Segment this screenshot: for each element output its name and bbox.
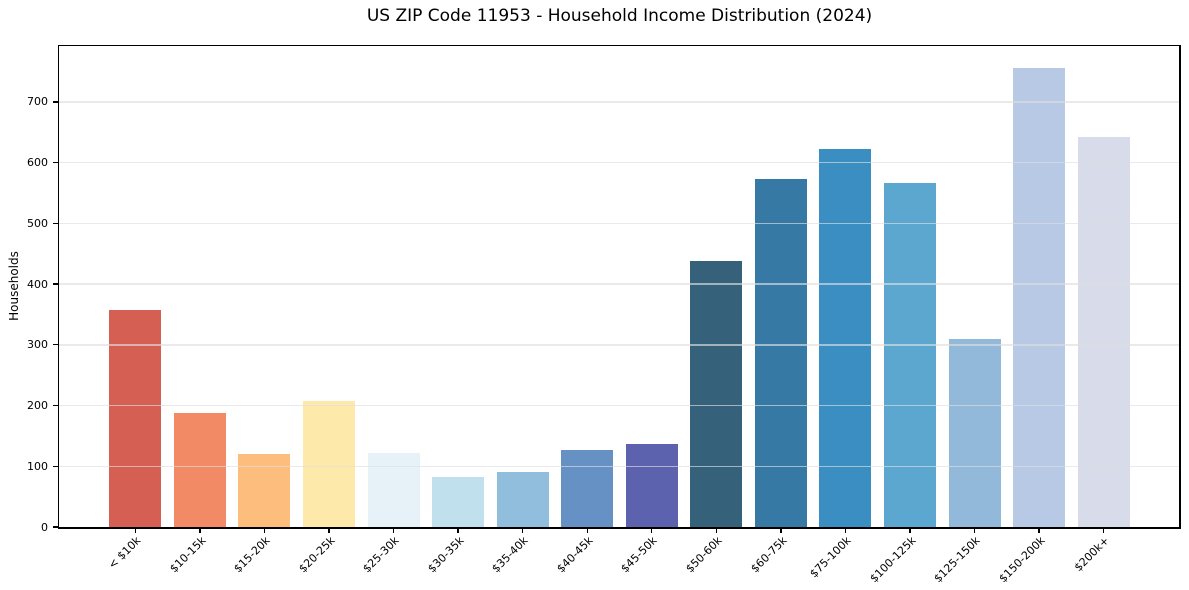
- x-tick-mark: [1103, 527, 1105, 533]
- y-tick-mark: [53, 344, 59, 346]
- bar-slot: [297, 46, 362, 527]
- x-tick-mark: [457, 527, 459, 533]
- chart-title: US ZIP Code 11953 - Household Income Dis…: [366, 6, 873, 26]
- bar-slot: [942, 46, 1007, 527]
- x-tick-mark: [651, 527, 653, 533]
- y-tick-mark: [53, 222, 59, 225]
- bar: [690, 261, 743, 527]
- y-tick-mark: [53, 283, 59, 285]
- gridline: [59, 283, 1180, 285]
- x-tick-mark: [909, 527, 911, 533]
- y-tick-mark: [53, 101, 59, 103]
- bar: [1077, 137, 1130, 527]
- bar: [302, 400, 355, 527]
- bar-slot: [1007, 46, 1072, 527]
- y-tick-label: 300: [27, 338, 48, 352]
- y-tick-label: 400: [27, 277, 48, 291]
- gridline: [59, 101, 1180, 103]
- gridline: [59, 344, 1180, 346]
- bar: [367, 452, 420, 527]
- bar-slot: [878, 46, 943, 527]
- bar: [884, 183, 937, 527]
- left-spine: [57, 46, 59, 527]
- y-tick-mark: [53, 526, 59, 528]
- bar-slot: [103, 46, 168, 527]
- top-spine: [57, 44, 1181, 46]
- x-tick-mark: [586, 527, 588, 533]
- bar-slot: [232, 46, 297, 527]
- bar-slot: [684, 46, 749, 527]
- bar-slot: [168, 46, 233, 527]
- y-tick-label: 500: [27, 216, 48, 230]
- y-tick-label: 0: [41, 520, 48, 534]
- y-tick-label: 700: [27, 95, 48, 109]
- bar: [432, 476, 485, 527]
- x-tick-mark: [263, 527, 266, 533]
- bar-slot: [620, 46, 685, 527]
- bar: [819, 149, 872, 527]
- bar-slot: [426, 46, 491, 527]
- bar: [625, 443, 678, 527]
- x-tick-mark: [392, 527, 395, 533]
- x-tick-mark: [199, 527, 201, 533]
- bar: [173, 412, 226, 527]
- bar: [1013, 68, 1066, 527]
- y-tick-label: 100: [27, 459, 48, 473]
- x-tick-mark: [521, 527, 524, 533]
- bar: [109, 310, 162, 527]
- bar-slot: [555, 46, 620, 527]
- x-tick-mark: [328, 527, 330, 533]
- x-tick-label: $200k+: [973, 534, 1112, 574]
- gridline: [59, 161, 1180, 164]
- gridline: [59, 222, 1180, 225]
- x-tick-mark: [715, 527, 718, 533]
- x-tick-mark: [134, 527, 136, 533]
- bar-slot: [813, 46, 878, 527]
- bottom-spine: [57, 527, 1181, 529]
- bar-slot: [1071, 46, 1136, 527]
- bars-container: [59, 46, 1180, 527]
- gridline: [59, 465, 1180, 467]
- bar: [754, 179, 807, 527]
- y-tick-label: 600: [27, 156, 48, 170]
- bar: [496, 472, 549, 527]
- gridline: [59, 404, 1180, 407]
- bar-slot: [490, 46, 555, 527]
- plot-area: [59, 46, 1180, 527]
- bar: [948, 338, 1001, 527]
- x-tick-mark: [973, 527, 976, 533]
- x-tick-mark: [780, 527, 782, 533]
- x-tick-label-text: $200k+: [1071, 534, 1112, 575]
- y-tick-mark: [53, 465, 59, 467]
- x-tick-mark: [1038, 527, 1040, 533]
- bar-slot: [361, 46, 426, 527]
- bar-slot: [749, 46, 814, 527]
- y-tick-label: 200: [27, 399, 48, 413]
- y-tick-mark: [53, 161, 59, 164]
- right-spine: [1179, 46, 1181, 527]
- y-tick-mark: [53, 404, 59, 407]
- bar: [561, 449, 614, 527]
- x-tick-mark: [844, 527, 847, 533]
